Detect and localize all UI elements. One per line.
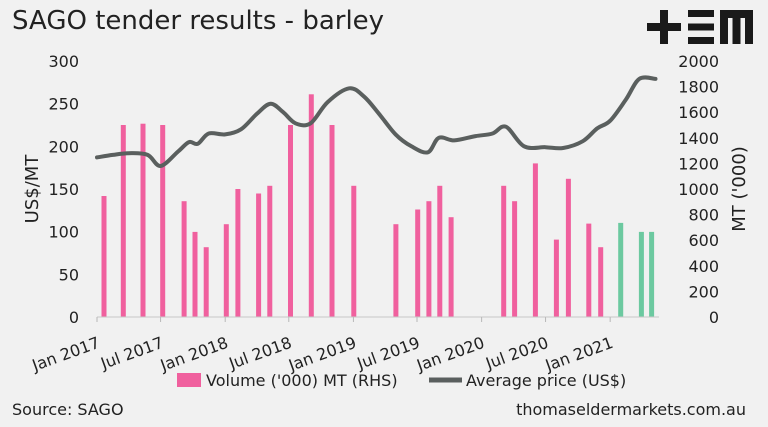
volume-bar [501, 185, 507, 317]
y2-tick-label: 1000 [678, 180, 719, 199]
volume-bar [235, 189, 241, 317]
volume-bar [120, 125, 126, 317]
y-tick-label: 250 [48, 95, 79, 114]
volume-bar [160, 125, 166, 317]
y-tick-label: 300 [48, 52, 79, 71]
volume-bar [288, 125, 293, 317]
y-tick-label: 200 [48, 137, 79, 156]
y-axis-right: 0 200 400 600 800 1000 1200 1400 1600 1800 2000 [678, 52, 719, 327]
y2-tick-label: 800 [688, 206, 719, 225]
y2-tick-label: 1200 [678, 154, 719, 173]
volume-bar [532, 163, 538, 317]
y2-tick-label: 1800 [678, 78, 719, 97]
volume-bar [393, 224, 399, 317]
y2-tick-label: 0 [709, 308, 719, 327]
volume-bar [638, 231, 644, 317]
volume-bar [329, 125, 335, 317]
source-note: Source: SAGO [12, 400, 124, 419]
volume-bar [437, 185, 443, 317]
x-tick-label: Jul 2020 [482, 333, 551, 373]
x-tick-label: Jul 2019 [354, 333, 423, 373]
price-line [95, 75, 658, 168]
volume-bar [426, 201, 432, 317]
volume-bar [181, 201, 187, 317]
x-tick-label: Jan 2018 [157, 333, 231, 375]
y2-axis-label: MT ('000) [729, 146, 750, 232]
y-tick-label: 50 [59, 265, 79, 284]
x-tick-label: Jan 2020 [413, 333, 487, 375]
volume-bar [618, 222, 624, 317]
volume-bar [598, 247, 604, 317]
tem-logo-icon [647, 10, 753, 44]
y-tick-label: 100 [48, 223, 79, 242]
y2-tick-label: 1600 [678, 103, 719, 122]
y-axis-label: US$/MT [22, 154, 43, 224]
y2-tick-label: 600 [688, 231, 719, 250]
legend-label-volume: Volume ('000) MT (RHS) [206, 371, 398, 390]
x-tick-label: Jan 2019 [285, 333, 359, 375]
volume-bar [351, 185, 357, 317]
volume-bar [308, 94, 314, 317]
legend-label-price: Average price (US$) [466, 371, 626, 390]
volume-bar [192, 231, 198, 317]
x-tick-label: Jan 2021 [542, 333, 616, 375]
volume-bar [101, 196, 107, 317]
y-tick-label: 0 [69, 308, 79, 327]
volume-bar [649, 231, 655, 317]
y-tick-label: 150 [48, 180, 79, 199]
volume-bar [223, 224, 229, 317]
y2-tick-label: 2000 [678, 52, 719, 71]
x-tick-label: Jan 2017 [29, 333, 103, 375]
volume-bar [586, 223, 592, 317]
website-link[interactable]: thomaseldermarkets.com.au [516, 400, 746, 419]
volume-bar [565, 178, 571, 317]
volume-bars [101, 94, 655, 317]
volume-bar [267, 185, 273, 317]
y2-tick-label: 200 [688, 282, 719, 301]
chart-title: SAGO tender results - barley [12, 6, 385, 36]
volume-bar [140, 123, 146, 317]
legend: Volume ('000) MT (RHS) Average price (US… [177, 371, 626, 390]
volume-bar [256, 193, 262, 317]
volume-bar [512, 201, 518, 317]
x-tick-label: Jul 2017 [97, 333, 166, 373]
volume-bar [203, 247, 209, 317]
volume-bar [553, 239, 559, 317]
volume-bar [448, 217, 454, 317]
y2-tick-label: 1400 [678, 129, 719, 148]
y2-tick-label: 400 [688, 257, 719, 276]
volume-bar [415, 209, 421, 317]
x-tick-label: Jul 2018 [226, 333, 295, 373]
legend-swatch-volume [177, 373, 201, 387]
y-axis-left: 0 50 100 150 200 250 300 [48, 52, 79, 327]
